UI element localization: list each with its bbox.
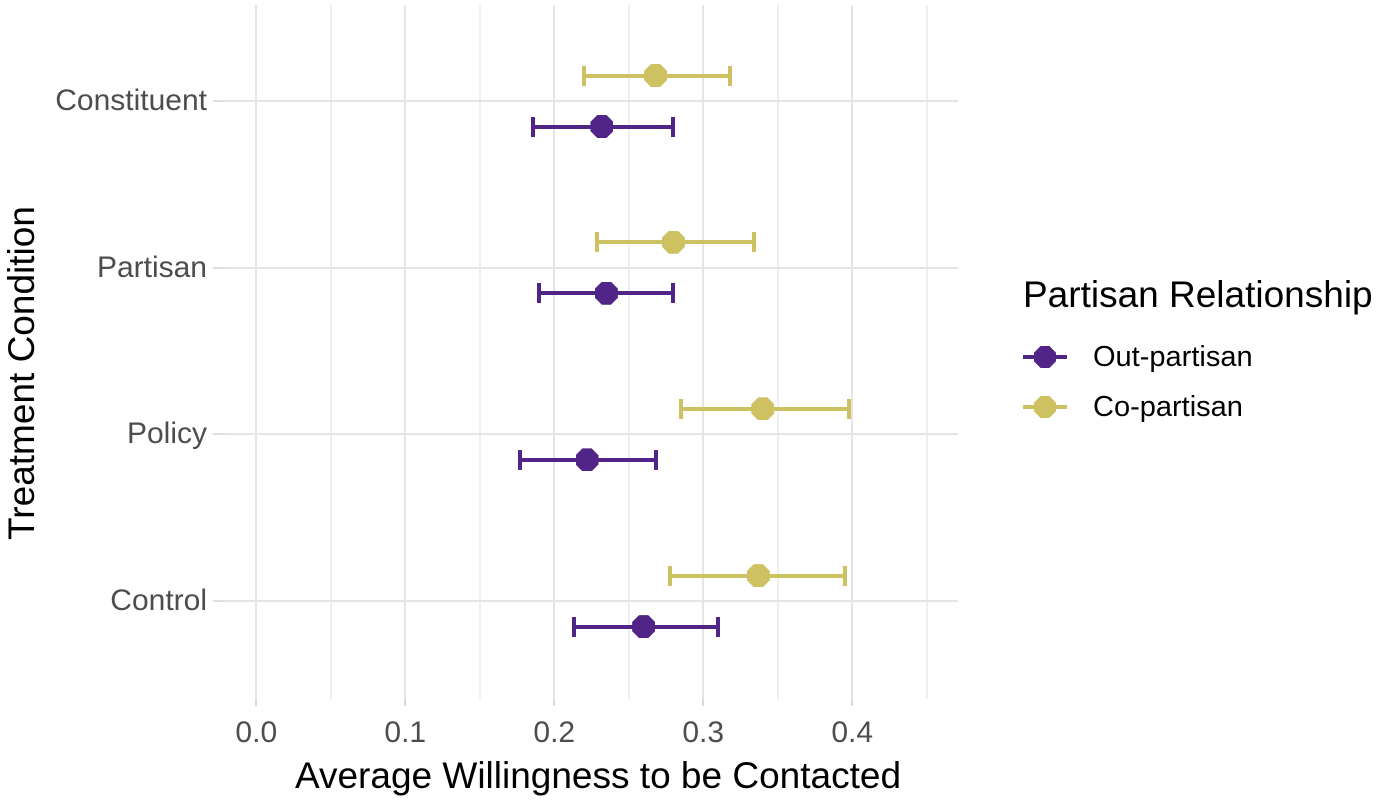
gridline-vertical-minor	[478, 5, 481, 699]
x-axis-tick	[553, 699, 556, 706]
gridline-vertical-major	[255, 5, 258, 699]
legend: Partisan Relationship Out-partisan Co-par…	[1023, 275, 1373, 432]
y-tick-label: Policy	[126, 417, 207, 451]
x-axis-tick	[255, 699, 258, 706]
errorbar-cap-right	[728, 65, 733, 86]
legend-entry-label: Co-partisan	[1093, 391, 1243, 423]
errorbar-cap-left	[537, 283, 542, 304]
y-tick-label: Constituent	[55, 84, 207, 117]
errorbar-cap-right	[842, 565, 847, 586]
point-marker	[590, 115, 614, 138]
gridline-horizontal	[225, 100, 958, 102]
gridline-horizontal	[225, 600, 958, 603]
legend-entry: Co-partisan	[1023, 382, 1373, 432]
gridline-vertical-minor	[776, 5, 779, 699]
gridline-vertical-minor	[329, 5, 332, 699]
gridline-vertical-minor	[925, 5, 928, 699]
y-tick-label: Control	[110, 584, 207, 618]
legend-entry-label: Out-partisan	[1093, 341, 1253, 373]
y-axis-tick	[213, 600, 225, 603]
legend-key-point	[1034, 346, 1056, 368]
errorbar-cap-left	[517, 449, 522, 470]
y-axis-tick	[213, 433, 225, 436]
gridline-vertical-major	[851, 5, 854, 699]
point-marker	[632, 615, 656, 639]
errorbar-cap-right	[847, 398, 852, 419]
plot-panel	[225, 5, 958, 699]
point-marker	[746, 564, 770, 588]
y-tick-label: Partisan	[96, 250, 207, 284]
errorbar-cap-left	[595, 232, 600, 253]
gridline-vertical-minor	[627, 5, 630, 699]
x-tick-label: 0.2	[533, 716, 576, 749]
gridline-vertical-major	[553, 5, 556, 699]
errorbar-cap-left	[668, 565, 673, 586]
gridline-horizontal	[225, 433, 958, 436]
errorbar-cap-right	[671, 116, 676, 137]
legend-entries: Out-partisan Co-partisan	[1023, 332, 1373, 432]
point-marker	[661, 230, 685, 254]
legend-key-icon	[1023, 344, 1067, 370]
x-axis-tick	[702, 699, 705, 706]
y-axis-title: Treatment Condition	[1, 206, 42, 540]
errorbar-cap-right	[751, 232, 756, 253]
gridline-vertical-major	[702, 5, 705, 699]
y-axis-tick	[213, 266, 225, 269]
errorbar-cap-right	[671, 283, 676, 304]
errorbar-cap-right	[653, 449, 658, 470]
legend-title: Partisan Relationship	[1023, 274, 1373, 315]
legend-key-icon	[1023, 394, 1067, 420]
point-marker	[644, 64, 668, 87]
y-axis-tick	[213, 100, 225, 102]
errorbar-cap-left	[571, 616, 576, 637]
errorbar-cap-left	[678, 398, 683, 419]
errorbar-cap-left	[531, 116, 536, 137]
point-marker	[575, 448, 599, 472]
point-marker	[751, 397, 775, 421]
x-tick-label: 0.0	[235, 716, 278, 749]
x-axis-tick	[851, 699, 854, 706]
x-tick-label: 0.4	[831, 716, 874, 749]
legend-key-point	[1034, 396, 1056, 418]
errorbar-cap-left	[582, 65, 587, 86]
gridline-vertical-major	[404, 5, 407, 699]
x-axis-title: Average Willingness to be Contacted	[294, 755, 902, 796]
x-axis-tick	[404, 699, 407, 706]
x-tick-label: 0.3	[682, 716, 725, 749]
x-tick-label: 0.1	[384, 716, 427, 749]
point-marker	[594, 281, 618, 305]
gridline-horizontal	[225, 266, 958, 269]
legend-entry: Out-partisan	[1023, 332, 1373, 382]
errorbar-cap-right	[716, 616, 721, 637]
